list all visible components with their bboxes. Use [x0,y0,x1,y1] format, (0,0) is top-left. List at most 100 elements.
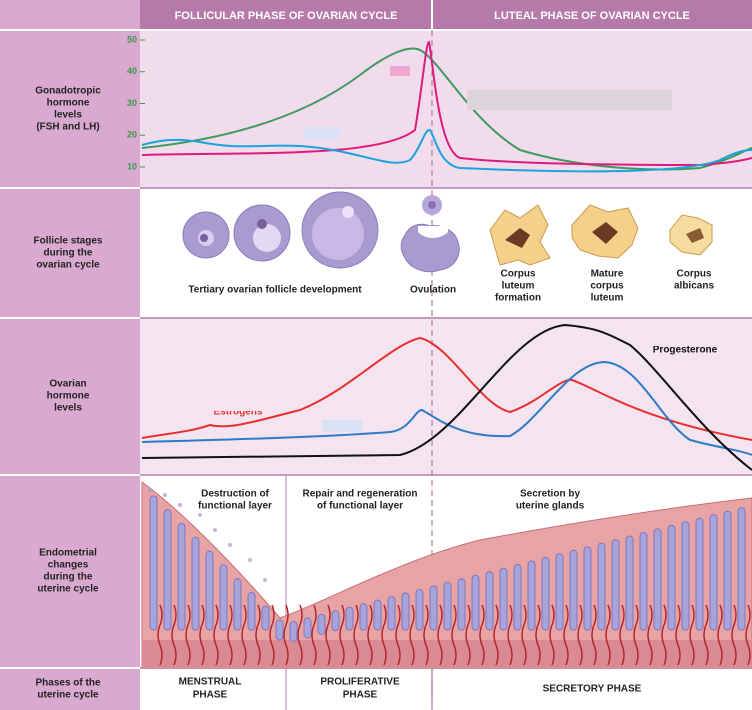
gland [261,605,270,631]
phase-label: PROLIFERATIVE [320,677,400,688]
artery [185,604,191,666]
artery [493,604,499,666]
basal-layer [142,640,752,668]
gland [639,531,648,631]
gland [289,620,298,642]
gland [667,524,676,631]
artery [605,604,611,666]
row-label: levels [54,403,82,414]
gland [233,578,242,631]
artery [171,604,177,666]
follicle-label: Corpus [501,269,536,280]
row-label: during the [44,248,93,259]
follicle-label: luteum [591,293,624,304]
gland [191,536,200,631]
follicular-header: FOLLICULAR PHASE OF OVARIAN CYCLE [175,10,398,22]
gland [317,613,326,635]
y-tick-label: 10 [127,161,137,171]
gland [331,610,340,632]
gland [219,564,228,631]
artery [507,604,513,666]
artery [689,604,695,666]
artery [381,604,387,666]
hidden-label [390,66,410,76]
artery [297,604,303,666]
gland [457,578,466,631]
follicle-label: Mature [591,269,624,280]
follicle-label: Tertiary ovarian follicle development [188,285,362,296]
gland [625,535,634,631]
corpora [489,204,713,266]
gland [177,522,186,631]
artery [535,604,541,666]
artery [647,604,653,666]
gonadotropic-curves [141,40,752,173]
follicles [182,191,460,273]
artery [437,604,443,666]
gland [205,550,214,631]
artery [745,604,751,666]
phases-panel [140,668,752,710]
left-column [0,0,140,710]
row-label: changes [48,560,89,571]
hidden-label [305,127,340,140]
artery [661,604,667,666]
header-bar [140,0,752,30]
progesterone-label: Progesterone [653,345,718,356]
phase-label: SECRETORY PHASE [543,684,642,695]
artery [731,604,737,666]
hidden-label [205,404,275,411]
endometrium-label: Destruction of [201,489,269,500]
gland [373,599,382,631]
row-label: ovarian cycle [36,260,100,271]
gland [569,549,578,631]
artery [717,604,723,666]
artery [633,604,639,666]
row-label: uterine cycle [37,690,99,701]
hidden-label [322,420,362,432]
gland [275,619,284,641]
gland [303,617,312,639]
uterine-glands [149,495,751,666]
phase-label: MENSTRUAL [179,677,242,688]
gland [681,521,690,631]
artery [311,604,317,666]
row-label: Phases of the [35,678,100,689]
row-label: hormone [47,391,90,402]
follicle-label: formation [495,293,541,304]
gland [485,571,494,631]
gland [149,495,158,631]
gland [611,539,620,631]
artery [451,604,457,666]
artery [521,604,527,666]
artery [409,604,415,666]
gland [555,553,564,631]
follicle-label: Ovulation [410,285,456,296]
artery [283,604,289,666]
artery [465,604,471,666]
gland [163,509,172,631]
artery [703,604,709,666]
follicle-label: luteum [502,281,535,292]
artery [241,604,247,666]
endometrium-label: Repair and regeneration [302,489,417,500]
gland [737,507,746,631]
row-label: uterine cycle [37,584,99,595]
estrogens-label: Estrogens [214,407,263,418]
gland [709,514,718,631]
artery [367,604,373,666]
hidden-label [467,90,672,110]
gland [359,603,368,631]
gland [443,581,452,631]
gland [247,591,256,631]
shed-cells [148,488,267,582]
artery [269,604,275,666]
artery [675,604,681,666]
phase-label: PHASE [343,690,378,701]
row-label: Gonadotropic [35,86,101,97]
artery [255,604,261,666]
gland [541,556,550,631]
follicle-label: albicans [674,281,714,292]
gland [345,606,354,631]
